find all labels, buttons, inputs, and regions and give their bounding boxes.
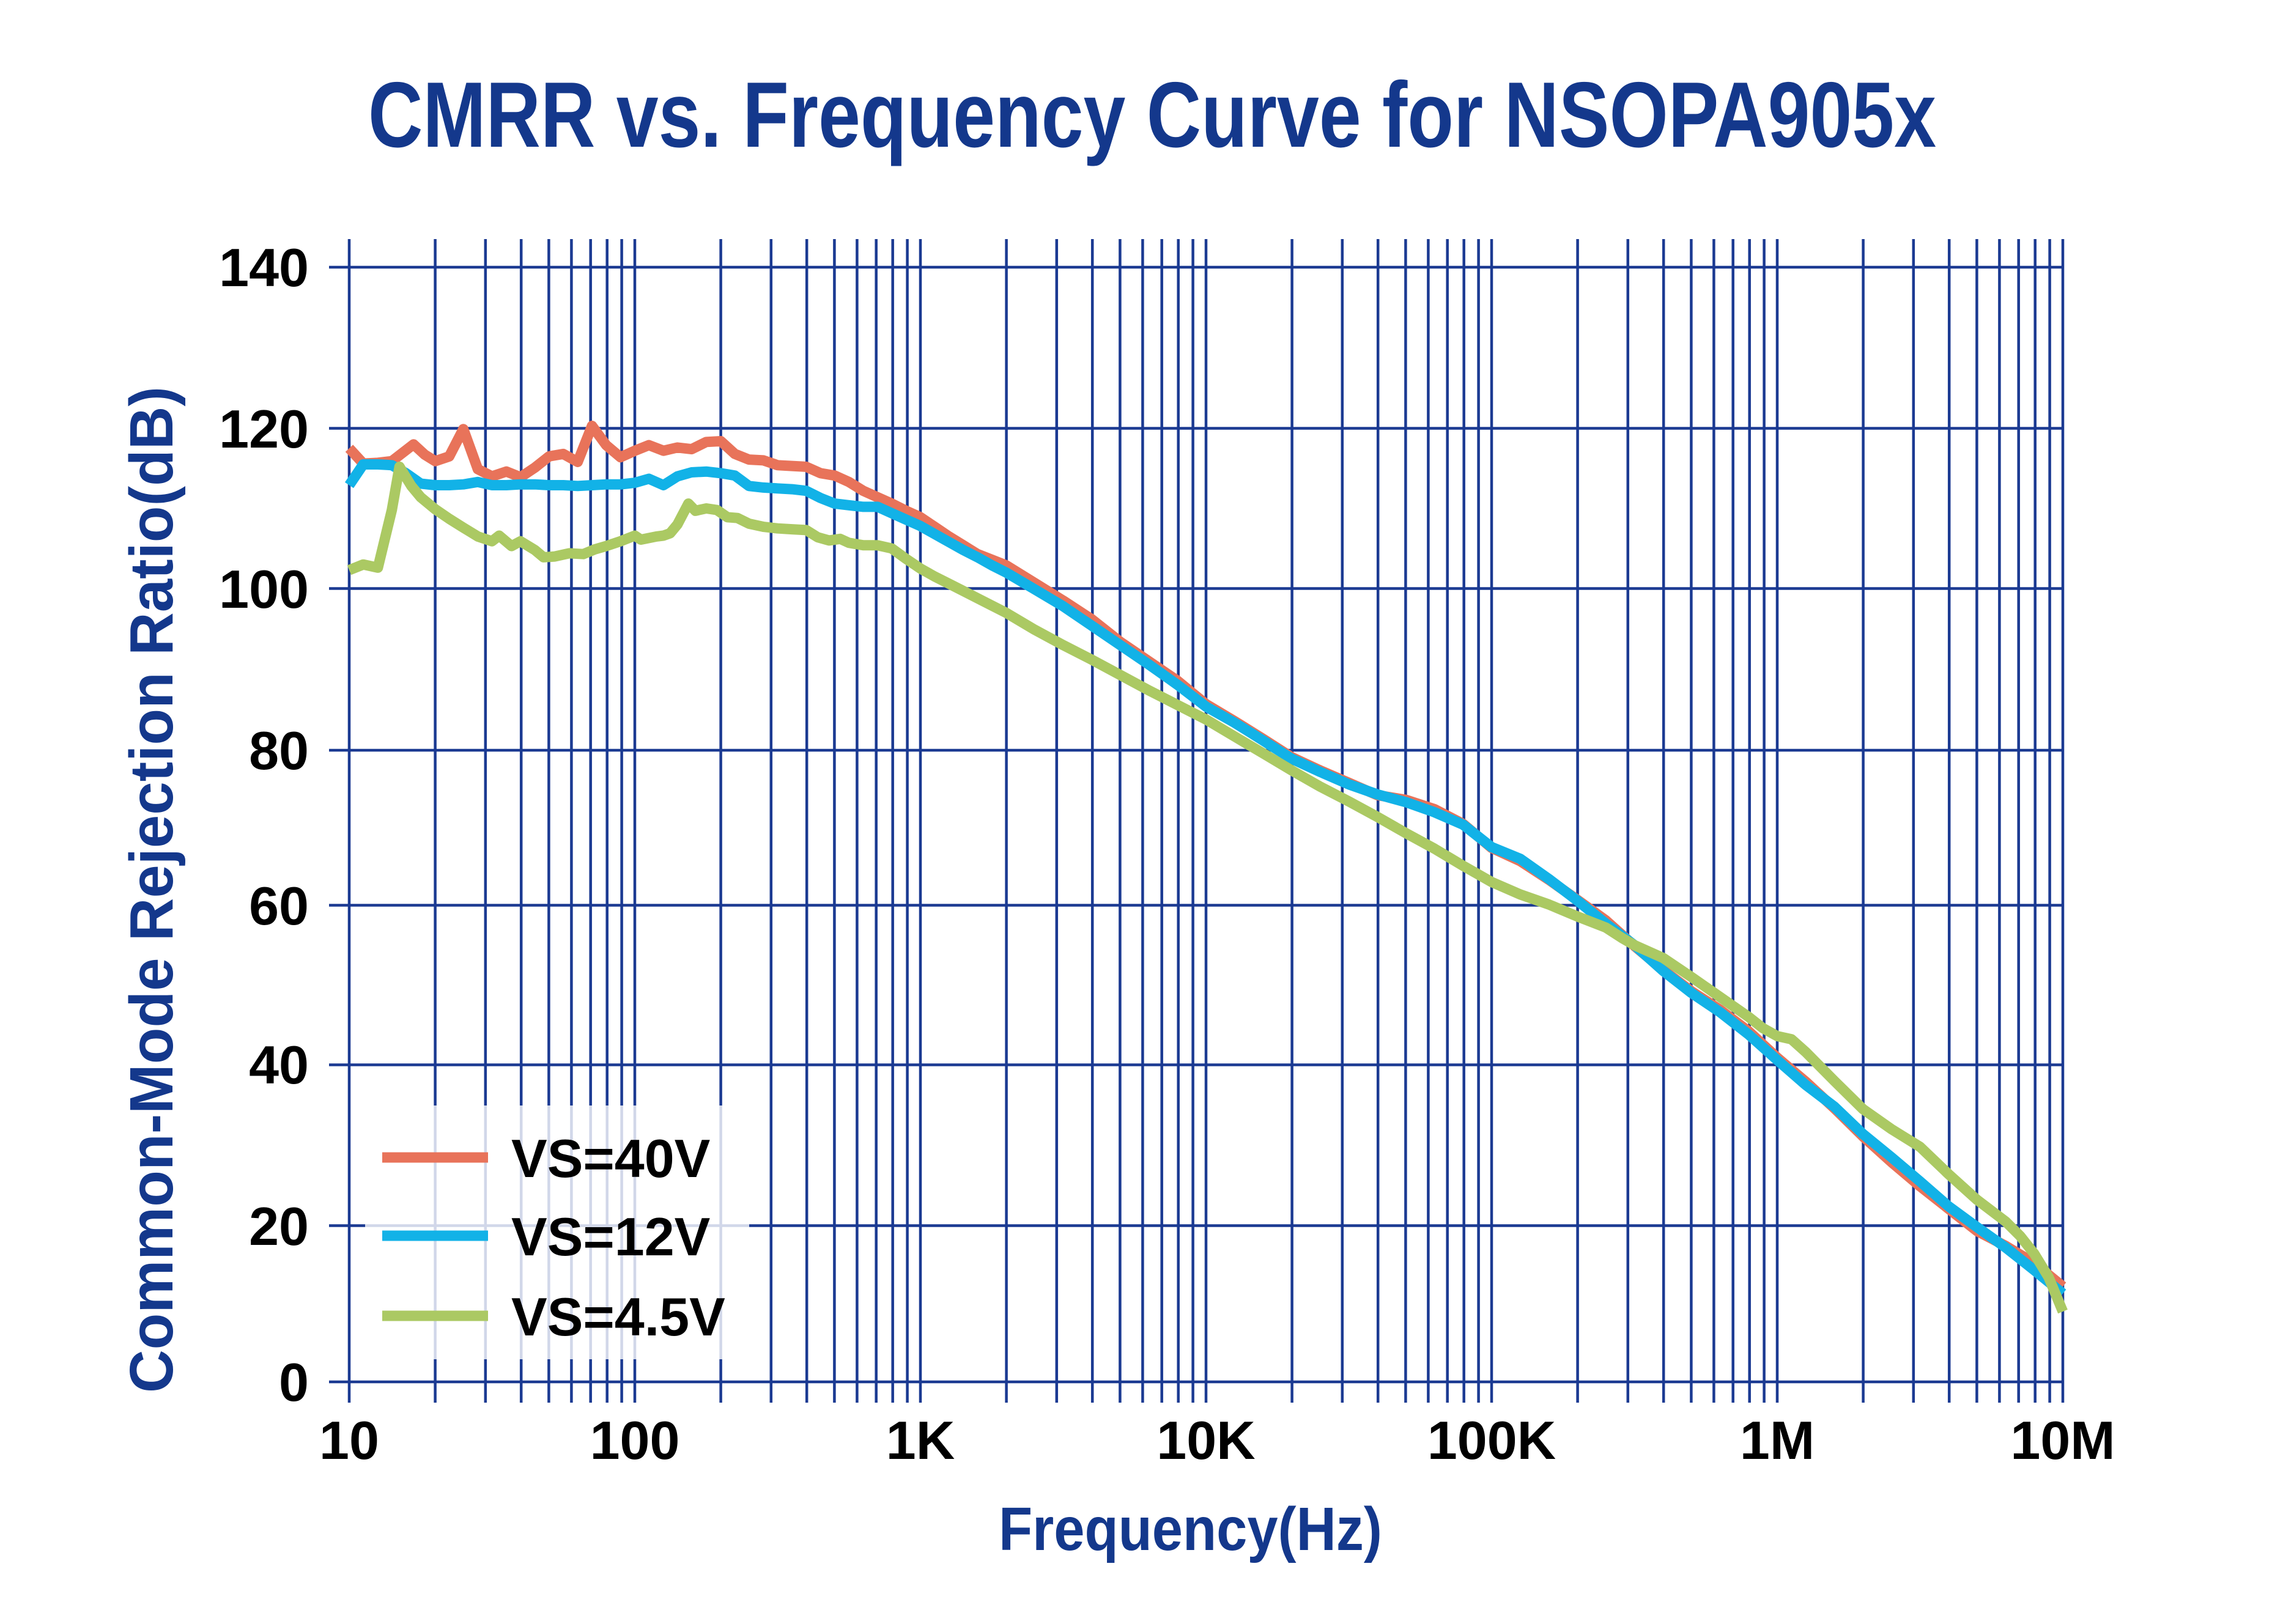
- svg-text:1M: 1M: [1740, 1410, 1815, 1471]
- svg-text:10: 10: [319, 1410, 379, 1471]
- svg-text:VS=12V: VS=12V: [511, 1206, 711, 1267]
- svg-text:20: 20: [249, 1196, 309, 1257]
- svg-text:100: 100: [590, 1410, 680, 1471]
- svg-text:VS=4.5V: VS=4.5V: [511, 1286, 725, 1347]
- svg-text:120: 120: [219, 399, 309, 459]
- svg-text:Common-Mode Rejection Ratio(dB: Common-Mode Rejection Ratio(dB): [117, 386, 186, 1393]
- svg-text:40: 40: [249, 1035, 309, 1095]
- svg-text:0: 0: [279, 1352, 309, 1412]
- svg-text:Frequency(Hz): Frequency(Hz): [999, 1495, 1382, 1563]
- svg-text:60: 60: [249, 876, 309, 936]
- svg-text:10M: 10M: [2010, 1410, 2115, 1471]
- svg-text:1K: 1K: [886, 1410, 955, 1471]
- svg-text:100K: 100K: [1427, 1410, 1556, 1471]
- svg-text:10K: 10K: [1156, 1410, 1255, 1471]
- svg-text:80: 80: [249, 720, 309, 781]
- svg-text:100: 100: [219, 559, 309, 619]
- svg-text:VS=40V: VS=40V: [511, 1128, 711, 1189]
- svg-text:140: 140: [219, 237, 309, 298]
- svg-text:CMRR vs. Frequency Curve for N: CMRR vs. Frequency Curve for NSOPA905x: [368, 63, 1936, 167]
